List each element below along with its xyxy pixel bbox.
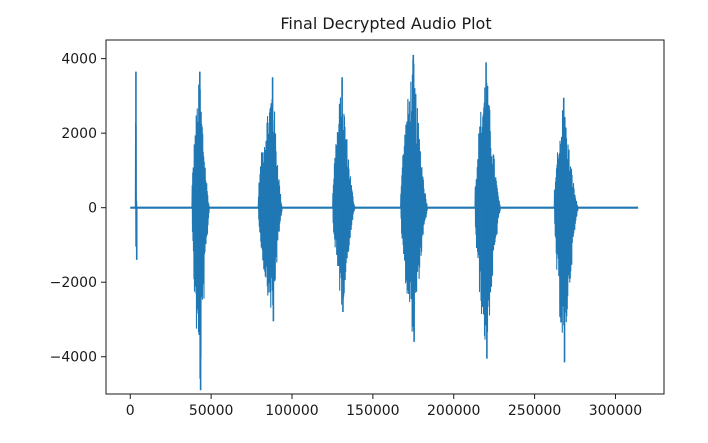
y-tick-label: −4000 bbox=[50, 350, 97, 366]
y-tick-label: 4000 bbox=[61, 52, 97, 68]
x-tick-label: 50000 bbox=[189, 403, 234, 419]
x-tick-label: 300000 bbox=[589, 403, 642, 419]
y-tick-label: 2000 bbox=[61, 126, 97, 142]
x-tick-label: 200000 bbox=[427, 403, 480, 419]
axes: 0 50000 100000 150000 200000 250000 300000 −400… bbox=[50, 39, 665, 419]
plot-area bbox=[130, 54, 639, 391]
waveform-burst-4 bbox=[332, 80, 356, 305]
waveform-burst-7 bbox=[553, 110, 579, 333]
axes-frame bbox=[105, 39, 665, 395]
x-tick-label: 100000 bbox=[265, 403, 318, 419]
x-tick-label: 150000 bbox=[346, 403, 399, 419]
x-tick-label: 250000 bbox=[508, 403, 561, 419]
waveform-burst-3 bbox=[257, 98, 283, 308]
x-tick-label: 0 bbox=[126, 403, 135, 419]
y-tick-label: −2000 bbox=[50, 275, 97, 291]
chart-title: Final Decrypted Audio Plot bbox=[280, 14, 491, 33]
y-tick-label: 0 bbox=[88, 201, 97, 217]
